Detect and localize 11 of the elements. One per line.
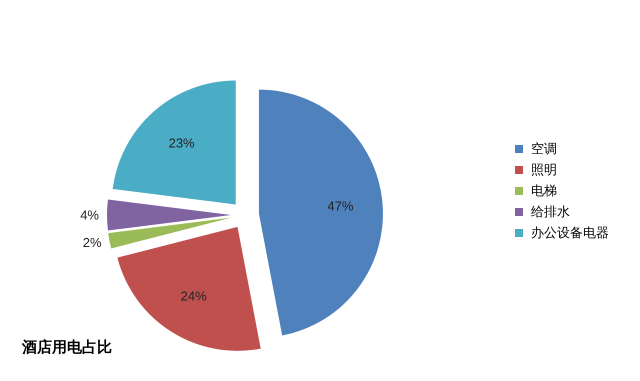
legend-label: 给排水 [531,204,570,220]
legend-label: 电梯 [531,182,557,200]
legend-label: 照明 [531,162,557,178]
data-label: 47% [327,198,354,214]
data-label: 24% [180,288,208,304]
data-label: 4% [80,208,100,222]
data-label: 2% [82,234,102,250]
text: 酒店用电占比 [22,338,112,357]
legend-label: 办公设备电器 [531,224,609,242]
legend-label: 空调 [531,140,557,158]
data-label: 23% [168,136,196,151]
